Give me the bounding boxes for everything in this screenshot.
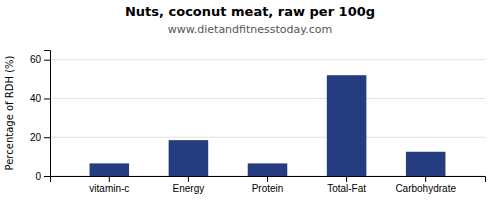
y-tick: 60 — [30, 54, 50, 65]
bar — [327, 75, 367, 176]
title: Nuts, coconut meat, raw per 100g — [125, 4, 375, 19]
y-tick-mark — [44, 60, 50, 61]
y-tick-mark — [44, 176, 50, 177]
x-tick-mark — [425, 176, 426, 182]
x-axis: vitamin-c Energy Protein Total-Fat Carbohydr… — [51, 176, 486, 194]
y-axis-title: Percentage of RDH (%) — [4, 55, 15, 170]
subtitle: www.dietandfitnesstoday.com — [168, 23, 332, 36]
x-tick: vitamin-c — [89, 176, 129, 194]
y-tick-label: 40 — [30, 93, 42, 104]
plot: 0 20 40 60 vitamin-c Energy Protein Total-Fat Ca… — [30, 51, 486, 195]
grid-line — [50, 98, 485, 99]
x-tick-label: Protein — [252, 183, 284, 194]
bar — [248, 163, 288, 176]
x-tick: Energy — [173, 176, 205, 194]
y-tick-mark — [44, 137, 50, 138]
x-tick-label: vitamin-c — [89, 183, 129, 194]
bar — [406, 152, 446, 176]
x-tick-label: Energy — [173, 183, 205, 194]
y-tick: 20 — [30, 132, 50, 143]
bar — [90, 163, 130, 176]
bar — [169, 140, 209, 176]
x-tick-label: Total-Fat — [327, 183, 366, 194]
x-tick-label: Carbohydrate — [395, 183, 456, 194]
x-tick-mark — [346, 176, 347, 182]
y-tick-label: 20 — [30, 132, 42, 143]
y-tick-mark — [44, 98, 50, 99]
grid — [50, 60, 485, 176]
y-tick-label: 60 — [30, 54, 42, 65]
y-tick-label: 0 — [35, 171, 41, 182]
y-tick: 40 — [30, 93, 50, 104]
y-tick: 0 — [35, 171, 50, 182]
x-tick: Total-Fat — [327, 176, 366, 194]
y-axis: 0 20 40 60 — [30, 51, 51, 182]
x-tick: Carbohydrate — [395, 176, 456, 194]
bars — [90, 75, 446, 176]
grid-line — [50, 137, 485, 138]
chart: Nuts, coconut meat, raw per 100g www.diet… — [0, 0, 500, 200]
x-axis-line — [51, 177, 486, 183]
x-tick-mark — [109, 176, 110, 182]
y-axis-line — [44, 51, 51, 177]
grid-line — [50, 59, 485, 60]
x-tick-mark — [188, 176, 189, 182]
x-tick: Protein — [252, 176, 284, 194]
x-tick-mark — [267, 176, 268, 182]
